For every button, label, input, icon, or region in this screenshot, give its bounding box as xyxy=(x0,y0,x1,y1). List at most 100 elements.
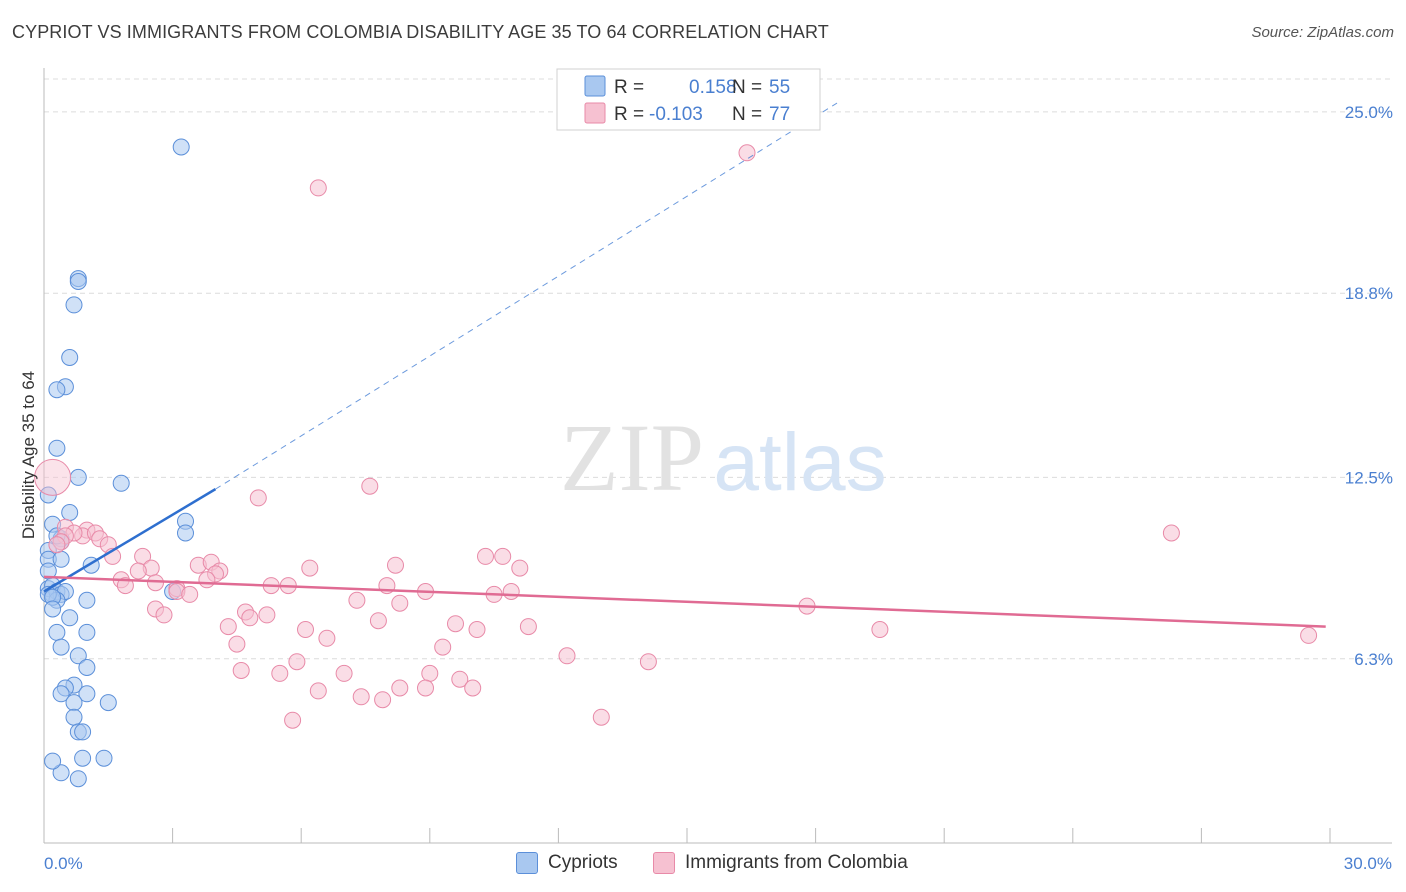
cypriot-point xyxy=(69,468,87,486)
colombia-point xyxy=(511,559,529,577)
colombia-point xyxy=(309,179,327,197)
cypriot-point xyxy=(69,770,87,788)
cypriot-point xyxy=(52,685,70,703)
cypriot-point xyxy=(78,685,96,703)
legend-r-value: -0.103 xyxy=(649,104,703,125)
cypriot-point xyxy=(69,647,87,665)
colombia-point xyxy=(451,670,469,688)
colombia-point xyxy=(318,629,336,647)
cypriot-point xyxy=(74,749,92,767)
cypriot-point xyxy=(78,623,96,641)
legend-swatch xyxy=(653,852,675,874)
colombia-point xyxy=(1162,524,1180,542)
legend-label: Cypriots xyxy=(548,852,618,873)
cypriot-point xyxy=(74,723,92,741)
legend-n-label: N = xyxy=(732,77,762,98)
cypriot-point xyxy=(112,474,130,492)
chart-title: CYPRIOT VS IMMIGRANTS FROM COLOMBIA DISA… xyxy=(12,22,829,42)
cypriot-point xyxy=(61,504,79,521)
colombia-point xyxy=(738,144,756,162)
colombia-point xyxy=(219,618,237,636)
colombia-point xyxy=(352,688,370,706)
colombia-point xyxy=(494,547,512,565)
colombia-point xyxy=(361,477,379,495)
colombia-point xyxy=(181,585,199,603)
source-label: Source: ZipAtlas.com xyxy=(1251,24,1394,41)
legend-n-label: N = xyxy=(732,104,762,125)
cypriot-point xyxy=(65,296,83,314)
legend-n-value: 77 xyxy=(769,104,790,125)
legend-item-colombia: Immigrants from Colombia xyxy=(653,852,908,874)
cypriot-trend-extension xyxy=(215,102,838,490)
cypriot-point xyxy=(44,752,62,770)
colombia-point xyxy=(147,574,164,592)
legend-r-label: R = xyxy=(614,104,644,125)
colombia-point xyxy=(271,664,289,682)
cypriot-point xyxy=(69,273,87,290)
cypriot-point xyxy=(78,591,96,609)
cypriot-point xyxy=(48,381,66,399)
colombia-point xyxy=(387,556,404,574)
colombia-point xyxy=(519,618,537,636)
colombia-point xyxy=(301,559,319,577)
colombia-point xyxy=(447,615,464,633)
colombia-point xyxy=(34,458,72,496)
colombia-point xyxy=(391,594,409,612)
colombia-point xyxy=(198,571,216,589)
cypriot-point xyxy=(78,659,96,676)
y-tick-label: 6.3% xyxy=(1354,650,1393,669)
legend-n-value: 55 xyxy=(769,77,790,98)
colombia-point xyxy=(369,612,387,630)
cypriot-point xyxy=(65,694,83,712)
colombia-point xyxy=(228,635,246,653)
x-tick-label: 0.0% xyxy=(44,854,83,873)
colombia-point xyxy=(309,682,327,700)
colombia-point xyxy=(464,679,482,697)
trend-layer xyxy=(43,102,1326,628)
colombia-point xyxy=(639,653,657,671)
colombia-point xyxy=(284,711,302,729)
axes-layer xyxy=(43,68,1392,844)
y-axis-label: Disability Age 35 to 64 xyxy=(19,371,38,539)
colombia-point xyxy=(592,708,610,726)
colombia-point xyxy=(241,609,259,627)
cypriot-point xyxy=(52,550,70,568)
colombia-point xyxy=(434,638,452,656)
colombia-point xyxy=(232,662,250,679)
colombia-point xyxy=(558,647,576,665)
colombia-point xyxy=(48,536,66,554)
watermark-atlas: atlas xyxy=(713,417,886,508)
points-layer xyxy=(34,138,1318,788)
watermark: ZIP atlas xyxy=(560,404,887,511)
correlation-legend: R = 0.158 N = 55 R = -0.103 N = 77 xyxy=(556,68,821,131)
cypriot-trend-line xyxy=(43,488,217,593)
colombia-point xyxy=(116,577,134,595)
cypriot-point xyxy=(44,600,62,618)
colombia-point xyxy=(502,583,520,600)
cypriot-point xyxy=(52,764,70,782)
cypriot-point xyxy=(99,694,117,712)
legend-swatch xyxy=(516,852,538,874)
colombia-point xyxy=(155,606,173,624)
colombia-point xyxy=(1300,626,1318,644)
legend-swatch-colombia xyxy=(584,102,606,124)
cypriot-point xyxy=(177,524,194,542)
cypriot-point xyxy=(61,349,79,366)
legend-r-value: 0.158 xyxy=(689,77,737,98)
y-tick-label: 12.5% xyxy=(1345,468,1393,487)
cypriot-point xyxy=(172,138,190,156)
colombia-point xyxy=(417,679,434,697)
colombia-point xyxy=(258,606,276,624)
colombia-point xyxy=(348,591,366,609)
colombia-point xyxy=(871,621,889,638)
x-tick-label: 30.0% xyxy=(1344,854,1392,873)
cypriot-point xyxy=(52,638,70,656)
colombia-point xyxy=(249,489,267,507)
legend-item-cypriots: Cypriots xyxy=(516,852,618,874)
colombia-point xyxy=(335,664,353,682)
colombia-point xyxy=(477,547,494,565)
colombia-point xyxy=(288,653,306,671)
colombia-trend-line xyxy=(43,575,1326,628)
ticks-layer: 6.3% 12.5% 18.8% 25.0% 0.0% 30.0% xyxy=(44,103,1393,873)
